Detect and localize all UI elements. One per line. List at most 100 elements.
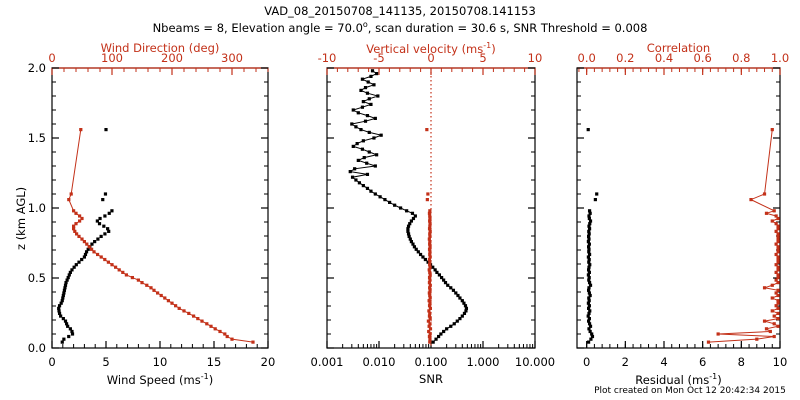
panel-residual-residual-point (587, 227, 592, 231)
panel-snr-vertical-velocity-point (427, 237, 431, 241)
panel-residual-residual-point (587, 281, 592, 285)
panel-wind-top-tick-label: 300 (221, 51, 243, 65)
y-tick-label: 0.0 (28, 341, 46, 355)
panel-snr-vertical-velocity-point (428, 332, 432, 336)
panel-snr-vertical-velocity-point (427, 275, 432, 280)
panel-snr-vertical-velocity-point (427, 324, 431, 328)
panel-wind-wind-speed-point (107, 211, 111, 215)
panel-snr-snr-point (443, 281, 448, 285)
panel-residual-correlation-point (776, 273, 780, 277)
page-subtitle: Nbeams = 8, Elevation angle = 70.0o, sca… (0, 20, 800, 35)
panel-snr-snr-point (363, 119, 368, 123)
panel-residual-correlation-point (774, 270, 778, 274)
panel-snr-snr-point (412, 245, 417, 249)
panel-residual-correlation-point (772, 334, 776, 339)
panel-residual-residual-point (588, 263, 592, 267)
panel-snr-snr-point (406, 227, 410, 231)
panel-snr-vertical-velocity-point (425, 128, 429, 132)
panel-residual-residual-point (586, 128, 590, 132)
panel-residual-residual-point (588, 324, 593, 328)
panel-snr-snr-point (355, 142, 359, 146)
panel-wind-wind-direction-point (87, 245, 91, 249)
panel-residual-residual-point (588, 283, 593, 287)
panel-snr-snr-point (439, 332, 443, 336)
panel-snr-snr-point (363, 86, 368, 90)
panel-wind-wind-direction-point (170, 301, 174, 305)
panel-wind-wind-direction-point (79, 128, 83, 132)
panel-snr-snr-point (365, 114, 370, 118)
panel-wind-wind-direction-point (163, 296, 167, 300)
panel-wind-wind-speed-point (96, 237, 100, 241)
panel-snr-vertical-velocity-point (427, 227, 432, 231)
panel-wind-wind-speed-point (61, 317, 65, 321)
panel-snr-bottom-axis-title: SNR (419, 372, 443, 386)
panel-wind-wind-speed-point (83, 252, 88, 257)
panel-snr-vertical-velocity-point (428, 214, 432, 218)
panel-wind-wind-speed-point (101, 198, 105, 202)
panel-residual-correlation-point (776, 299, 780, 303)
res-label-sup: -1 (709, 372, 718, 381)
panel-wind-bottom-axis-title: Wind Speed (ms-1) (52, 372, 268, 387)
panel-wind-wind-direction-point (82, 240, 86, 244)
panel-residual-correlation-point (776, 324, 780, 328)
panel-snr-snr-point (435, 270, 439, 274)
panel-snr-snr-point (418, 252, 423, 257)
panel-wind-wind-direction-point (196, 317, 200, 321)
panel-snr-vertical-velocity-point (427, 329, 431, 334)
panel-residual-correlation-point (776, 288, 780, 292)
panel-snr-snr-point (408, 237, 412, 241)
panel-snr-snr-point (356, 158, 360, 162)
panel-residual-residual-point (587, 288, 591, 292)
panel-residual-correlation-point (774, 263, 778, 267)
panel-snr-snr-point (373, 116, 377, 120)
panel-snr-top-tick-label: 0 (427, 51, 434, 65)
panel-wind-wind-direction-point (103, 257, 107, 262)
panel-snr-top-axis-title: Vertical velocity (ms-1) (327, 41, 535, 56)
panel-wind-top-tick-label: 200 (161, 51, 183, 65)
panel-residual-correlation-point (774, 291, 778, 295)
panel-snr-vertical-velocity-point (427, 257, 432, 262)
panel-residual-residual-point (587, 322, 592, 326)
res-label-text: Residual (ms (635, 372, 710, 387)
vv-label-tail: ) (491, 41, 496, 56)
panel-residual-correlation-point (774, 229, 778, 233)
panel-wind-wind-direction-point (218, 329, 222, 334)
panel-residual-correlation-point (776, 245, 780, 249)
panel-residual-correlation-point (776, 268, 780, 272)
panel-wind-wind-direction-point (114, 265, 118, 269)
panel-snr-snr-point (426, 260, 430, 264)
panel-residual-correlation-point (776, 265, 780, 269)
panel-snr-snr-point (379, 133, 383, 137)
panel-snr-snr-point (405, 209, 409, 213)
panel-snr-snr-point (370, 69, 375, 73)
panel-wind-wind-direction-point (166, 299, 170, 303)
panel-residual-residual-point (587, 209, 592, 213)
page-title: VAD_08_20150708_141135, 20150708.141153 (264, 4, 536, 18)
panel-wind-wind-speed-point (98, 216, 102, 221)
panel-wind-wind-speed-point (63, 319, 68, 323)
panel-snr-top-tick-label: 5 (479, 51, 486, 65)
panel-wind-wind-speed-point (102, 224, 106, 228)
panel-snr-snr-point (367, 97, 371, 101)
panel-wind-wind-speed-point (84, 250, 89, 254)
panel-snr-vertical-velocity-point (426, 319, 430, 323)
panel-snr-snr-point (365, 91, 370, 95)
panel-wind-wind-direction-point (140, 281, 144, 285)
panel-snr-snr-point (458, 317, 462, 321)
panel-snr-snr-point (357, 181, 362, 185)
panel-wind-wind-direction-point (69, 192, 73, 196)
panel-snr-snr-point (452, 322, 456, 326)
panel-snr-snr-point (442, 278, 446, 282)
panel-snr-vertical-velocity-point (428, 222, 432, 226)
panel-residual-bottom-tick-label: 6 (699, 355, 706, 369)
panel-wind-wind-speed-point (59, 301, 63, 305)
panel-wind-wind-speed-point (57, 309, 61, 313)
panel-snr-snr-point (463, 304, 468, 308)
panel-residual-correlation-point (776, 247, 780, 251)
panel-snr-snr-point (449, 286, 453, 290)
panel-residual-residual-point (587, 252, 592, 257)
panel-wind-wind-speed-point (63, 283, 68, 287)
panel-wind-wind-direction-point (152, 288, 156, 292)
panel-snr-vertical-velocity-point (427, 334, 432, 339)
panel-snr-snr-point (361, 100, 365, 104)
